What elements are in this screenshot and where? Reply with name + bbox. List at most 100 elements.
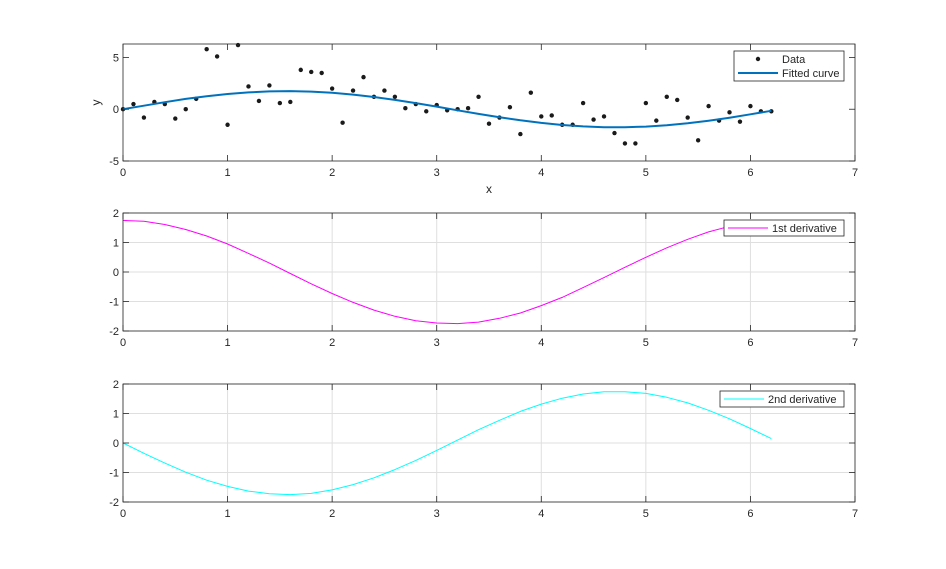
chart0-series-data-point-45 (591, 117, 596, 122)
chart0-series-fitted-curve-line (122, 90, 772, 129)
chart1-legend: 1st derivative (723, 219, 845, 237)
chart0-series-data-point-59 (737, 119, 743, 124)
chart0-xlabel: x (486, 182, 492, 196)
chart0-series-data-point-27 (403, 105, 408, 111)
chart0-ylabel: y (89, 100, 103, 106)
chart1-ytick-label-2: 2 (113, 208, 119, 220)
chart0-series-data-point-20 (329, 86, 335, 91)
chart0-series-data-point-50 (643, 100, 649, 106)
chart0-xtick-label-5: 5 (643, 167, 649, 179)
chart2-ytick-label--1: -1 (109, 468, 119, 480)
chart0-axes-frame (122, 43, 856, 162)
chart0-series-data-point-38 (518, 131, 523, 137)
chart0-ytick-label--5: -5 (109, 156, 119, 168)
chart-first-derivative: 0 1 2 3 4 5 6 7 -2 -1 0 1 2 1st derivative (109, 208, 858, 349)
chart2-xtick-label-5: 5 (643, 508, 649, 520)
chart0-series-data-point-2 (141, 115, 147, 120)
chart0-series-data-point-60 (748, 103, 753, 109)
chart1-ytick-label-0: 0 (113, 267, 119, 279)
chart0-series-data-point-13 (256, 98, 262, 104)
chart1-xtick-label-6: 6 (747, 337, 753, 349)
chart2-xtick-label-7: 7 (852, 508, 858, 520)
chart2-ytick-label-1: 1 (113, 409, 119, 421)
chart0-legend-data-marker (755, 56, 761, 62)
chart0-series-data-point-1 (131, 101, 136, 107)
chart0-series-data-point-12 (246, 84, 251, 89)
chart0-plot-area (123, 44, 855, 161)
chart0-series-data-point-55 (695, 138, 701, 143)
chart0-legend-fitted-curve-label: Fitted curve (782, 68, 839, 80)
chart0-series-data-point-52 (664, 94, 669, 100)
chart1-legend-1st-derivative-label: 1st derivative (772, 223, 837, 235)
chart1-ytick-label--1: -1 (109, 297, 119, 309)
chart2-xtick-label-0: 0 (120, 508, 126, 520)
chart0-series-data-point-18 (309, 69, 314, 75)
chart2-xtick-label-1: 1 (225, 508, 231, 520)
chart1-ytick-label-1: 1 (113, 238, 119, 250)
chart0-series-data-point-10 (225, 122, 230, 127)
chart0-series-data-point-53 (675, 97, 680, 103)
chart0-series-data-point-35 (486, 121, 492, 126)
chart0-series-data-point-19 (319, 70, 324, 76)
chart0-legend-data-label: Data (782, 54, 806, 66)
chart2-xtick-label-3: 3 (434, 508, 440, 520)
chart0-ytick-label-5: 5 (113, 52, 119, 64)
chart2-legend: 2nd derivative (719, 390, 845, 408)
chart0-series-data-point-54 (685, 115, 690, 120)
chart0-series-data-point-16 (288, 99, 293, 105)
chart1-xtick-label-7: 7 (852, 337, 858, 349)
chart0-series-data-point-39 (528, 90, 534, 95)
chart0-series-data-point-29 (424, 109, 429, 114)
chart-second-derivative: 0 1 2 3 4 5 6 7 -2 -1 0 1 2 2nd derivative (109, 379, 858, 520)
chart0-series-data-point-58 (727, 110, 732, 115)
chart0-xtick-label-6: 6 (747, 167, 753, 179)
chart0-series-data-point-15 (277, 100, 283, 106)
chart0-legend-box (733, 50, 845, 82)
chart2-ytick-label-0: 0 (113, 438, 119, 450)
chart0-series-data-point-41 (549, 113, 554, 118)
chart2-legend-2nd-derivative-label: 2nd derivative (768, 394, 837, 406)
chart0-xtick-label-1: 1 (225, 167, 231, 179)
chart2-series-2nd-derivative-line (122, 391, 772, 496)
chart0-series-data-point-40 (539, 114, 544, 119)
chart2-xtick-label-4: 4 (538, 508, 544, 520)
chart0-xtick-label-2: 2 (329, 167, 335, 179)
chart0-series-data-point-21 (340, 120, 345, 125)
chart0-series-data-point-51 (654, 118, 659, 123)
chart0-series-data-point-25 (382, 88, 387, 93)
chart0-series-data-point-23 (361, 74, 366, 80)
chart2-legend-box (719, 390, 845, 408)
chart0-series-data-point-37 (507, 104, 513, 110)
chart0-series-data-point-26 (392, 94, 398, 100)
chart0-series-data-point-48 (622, 141, 628, 146)
chart0-xtick-label-0: 0 (120, 167, 126, 179)
chart0-series-data-point-47 (612, 130, 617, 136)
chart1-legend-box (723, 219, 845, 237)
chart1-xtick-label-0: 0 (120, 337, 126, 349)
chart0-series-data-point-46 (601, 114, 607, 119)
chart0-xtick-label-4: 4 (538, 167, 544, 179)
chart0-series-data-point-11 (235, 42, 241, 48)
chart0-series-data-point-22 (350, 88, 356, 93)
chart0-xtick-label-3: 3 (434, 167, 440, 179)
chart0-legend: Data Fitted curve (733, 50, 845, 82)
chart2-xtick-label-2: 2 (329, 508, 335, 520)
chart0-ytick-label-0: 0 (113, 104, 119, 116)
chart0-series-data-point-17 (298, 67, 303, 73)
chart1-ytick-label--2: -2 (109, 326, 119, 338)
chart1-xtick-label-4: 4 (538, 337, 544, 349)
chart0-series-data-point-6 (183, 107, 188, 112)
chart0-series-data-point-8 (204, 46, 209, 52)
chart0-series-data-point-44 (580, 100, 586, 106)
chart2-ytick-label--2: -2 (109, 497, 119, 509)
chart0-series-data-point-9 (214, 54, 220, 59)
chart0-series-data-point-56 (706, 103, 711, 109)
chart0-series-data-point-5 (173, 116, 178, 121)
chart0-series-data-point-33 (465, 105, 471, 111)
chart1-xtick-label-2: 2 (329, 337, 335, 349)
chart0-series-data-point-49 (633, 141, 638, 146)
chart1-xtick-label-3: 3 (434, 337, 440, 349)
chart1-xtick-label-5: 5 (643, 337, 649, 349)
